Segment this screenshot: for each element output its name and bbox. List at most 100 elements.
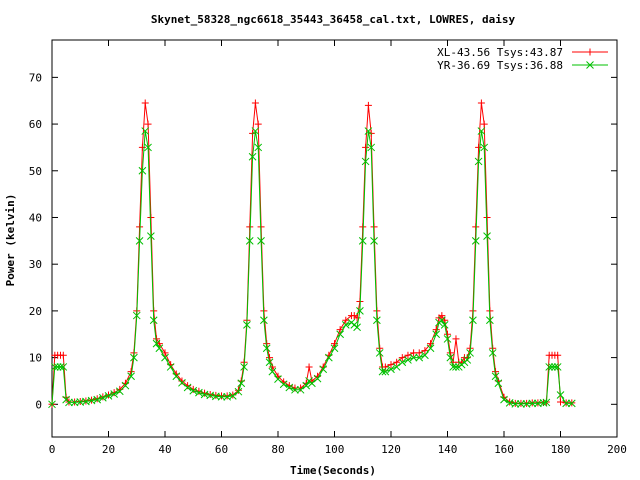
data-point <box>268 367 277 376</box>
data-point <box>528 399 537 408</box>
data-point <box>152 339 161 348</box>
series-2 <box>48 127 576 409</box>
data-point <box>500 395 508 404</box>
x-tick-label: 80 <box>271 443 284 456</box>
data-point <box>449 363 458 371</box>
data-point <box>260 316 268 325</box>
y-tick-label: 60 <box>29 118 42 131</box>
data-point <box>121 381 130 390</box>
chart-title: Skynet_58328_ngc6618_35443_36458_cal.txt… <box>151 13 516 26</box>
series-layer <box>48 99 576 409</box>
data-point <box>567 399 576 408</box>
data-point <box>437 316 446 325</box>
legend-label: YR-36.69 Tsys:36.88 <box>437 59 563 72</box>
data-point <box>59 351 67 359</box>
data-point <box>545 363 554 371</box>
data-point <box>237 379 246 388</box>
data-point <box>404 351 412 359</box>
x-tick-label: 0 <box>49 443 56 456</box>
data-point <box>364 101 372 109</box>
data-point <box>443 335 452 343</box>
data-point <box>65 398 73 407</box>
legend-marker <box>586 61 594 69</box>
data-point <box>494 379 503 388</box>
data-point <box>387 361 395 369</box>
data-point <box>285 383 294 392</box>
data-point <box>452 335 460 343</box>
data-point <box>144 120 152 128</box>
data-point <box>398 354 406 362</box>
data-point <box>466 349 474 357</box>
y-tick-label: 10 <box>29 352 42 365</box>
data-point <box>201 389 209 397</box>
data-point <box>135 236 144 245</box>
y-axis-label: Power (kelvin) <box>4 194 17 287</box>
data-point <box>474 157 483 166</box>
x-tick-label: 120 <box>381 443 401 456</box>
x-tick-label: 200 <box>607 443 627 456</box>
data-point <box>138 166 147 175</box>
data-point <box>358 236 367 245</box>
data-point <box>426 344 435 353</box>
data-point <box>446 353 455 362</box>
data-point <box>511 399 520 408</box>
data-point <box>155 344 164 353</box>
data-point <box>141 127 150 135</box>
data-point <box>149 316 158 325</box>
data-point <box>486 316 494 325</box>
data-point <box>483 232 491 241</box>
data-point <box>471 236 480 245</box>
data-point <box>48 400 56 409</box>
data-point <box>206 390 214 398</box>
data-point <box>392 363 401 371</box>
y-tick-label: 50 <box>29 165 42 178</box>
data-point <box>257 236 265 245</box>
data-point <box>404 356 412 364</box>
data-point <box>223 392 231 400</box>
data-point <box>296 385 305 394</box>
data-point <box>475 143 483 151</box>
x-tick-label: 40 <box>158 443 171 456</box>
data-point <box>98 393 107 402</box>
data-point <box>409 353 418 362</box>
data-point <box>254 120 262 128</box>
data-point <box>440 321 449 329</box>
data-point <box>557 398 564 406</box>
data-point <box>132 311 141 320</box>
y-tick-label: 70 <box>29 71 42 84</box>
data-point <box>251 127 260 135</box>
series-1 <box>48 99 576 408</box>
data-point <box>463 356 472 364</box>
data-point <box>183 383 192 392</box>
x-axis-label: Time(Seconds) <box>290 464 376 477</box>
data-point <box>488 349 497 357</box>
data-point <box>279 380 288 389</box>
axes: 0 20 40 60 80 100 120 140 160 180 200 0 10 20 30 40 50 60… <box>29 40 627 456</box>
data-point <box>104 392 113 400</box>
data-point <box>548 363 556 371</box>
data-point <box>228 392 237 400</box>
data-point <box>356 307 364 315</box>
data-point <box>452 363 460 371</box>
data-point <box>217 392 226 401</box>
data-point <box>240 363 248 371</box>
data-point <box>56 363 65 371</box>
x-tick-label: 140 <box>438 443 458 456</box>
data-point <box>421 351 429 360</box>
data-point <box>480 143 489 152</box>
data-point <box>398 358 407 367</box>
y-tick-label: 30 <box>29 258 42 271</box>
data-point <box>480 120 488 128</box>
data-point <box>265 358 274 367</box>
y-tick-label: 40 <box>29 211 42 224</box>
data-point <box>393 358 401 366</box>
data-point <box>291 385 299 394</box>
x-tick-label: 100 <box>325 443 345 456</box>
data-point <box>353 323 361 332</box>
data-point <box>562 399 571 408</box>
data-point <box>93 395 102 404</box>
x-tick-label: 160 <box>494 443 514 456</box>
data-point <box>477 99 485 107</box>
